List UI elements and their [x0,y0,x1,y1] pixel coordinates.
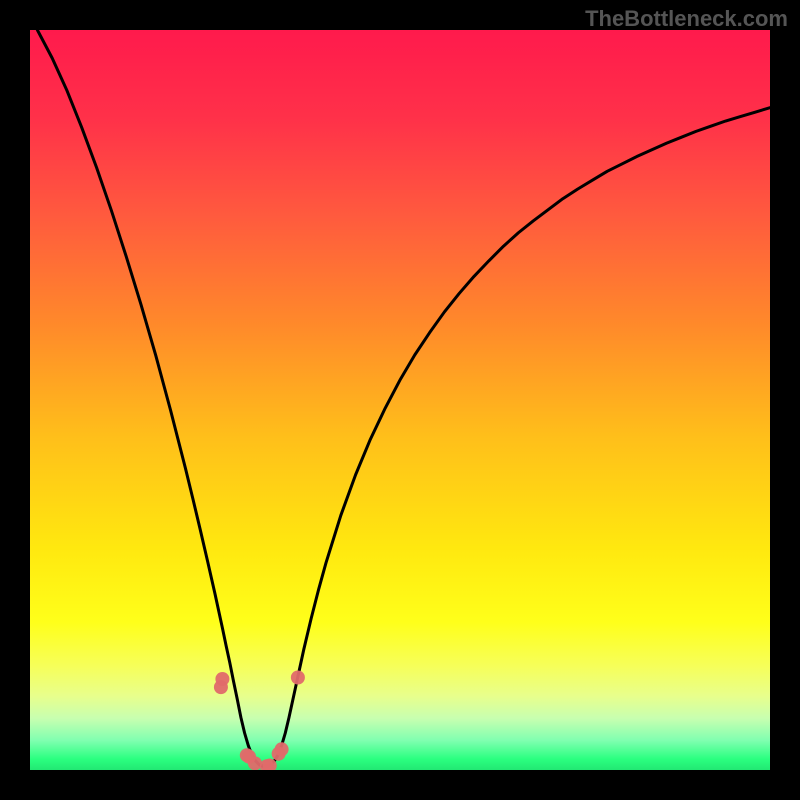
data-point [291,671,305,685]
markers [214,671,305,771]
plot-area [30,30,770,770]
data-point [215,672,229,686]
data-point [275,742,289,756]
plot-svg [30,30,770,770]
watermark: TheBottleneck.com [585,6,788,32]
bottleneck-curve [37,30,770,766]
data-point [248,756,262,770]
